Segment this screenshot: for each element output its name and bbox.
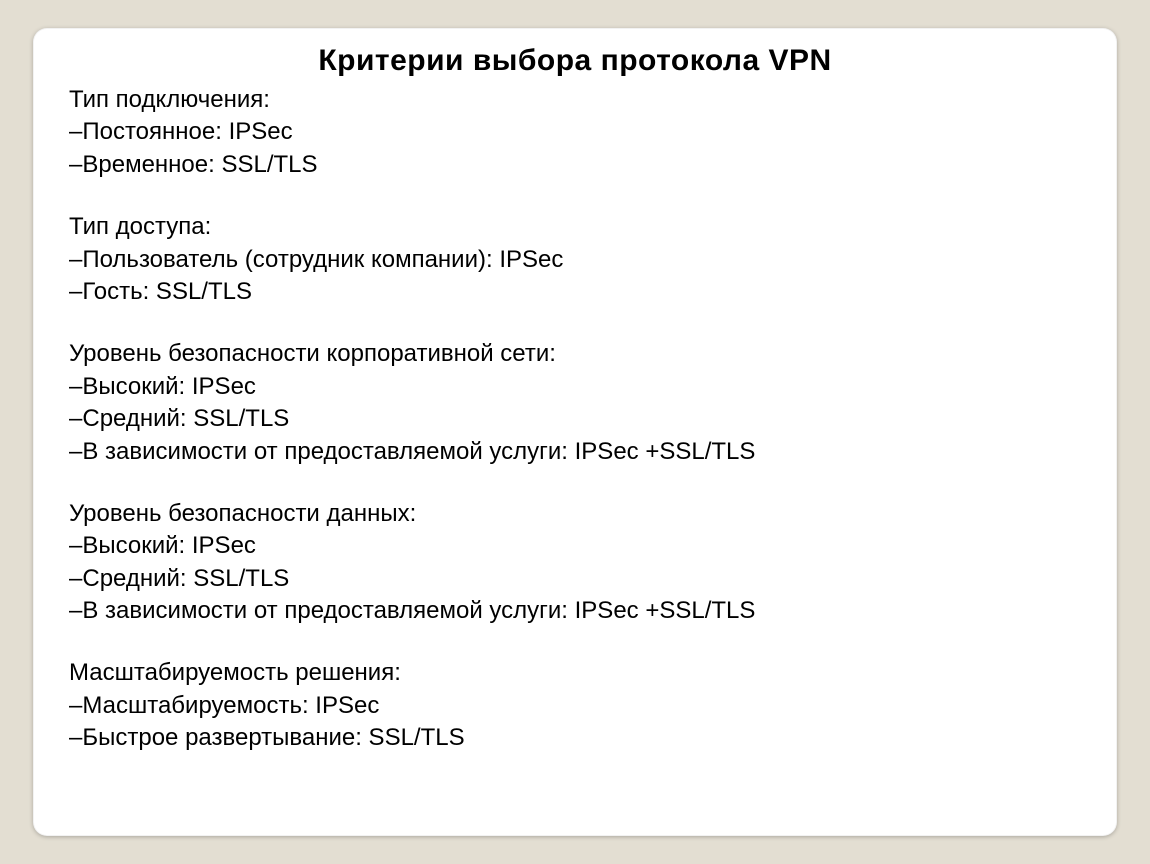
list-item: Временное: SSL/TLS bbox=[69, 149, 1081, 181]
dash-icon bbox=[69, 438, 82, 465]
list-item: Пользователь (сотрудник компании): IPSec bbox=[69, 244, 1081, 276]
list-item: В зависимости от предоставляемой услуги:… bbox=[69, 595, 1081, 627]
list-item-text: Высокий: IPSec bbox=[82, 373, 256, 400]
list-item-text: Быстрое развертывание: SSL/TLS bbox=[82, 724, 464, 751]
list-item-text: Средний: SSL/TLS bbox=[82, 405, 289, 432]
list-item-text: Масштабируемость: IPSec bbox=[82, 692, 379, 719]
list-item-text: Гость: SSL/TLS bbox=[82, 278, 252, 305]
list-item-text: Постоянное: IPSec bbox=[82, 118, 292, 145]
dash-icon bbox=[69, 724, 82, 751]
list-item: Средний: SSL/TLS bbox=[69, 403, 1081, 435]
list-item: Высокий: IPSec bbox=[69, 371, 1081, 403]
section-heading: Тип доступа: bbox=[69, 211, 1081, 243]
list-item-text: В зависимости от предоставляемой услуги:… bbox=[82, 597, 755, 624]
dash-icon bbox=[69, 597, 82, 624]
section-access-type: Тип доступа: Пользователь (сотрудник ком… bbox=[69, 211, 1081, 308]
section-connection-type: Тип подключения: Постоянное: IPSec Време… bbox=[69, 84, 1081, 181]
section-network-security: Уровень безопасности корпоративной сети:… bbox=[69, 338, 1081, 468]
section-scalability: Масштабируемость решения: Масштабируемос… bbox=[69, 657, 1081, 754]
slide-card: Критерии выбора протокола VPN Тип подклю… bbox=[33, 28, 1117, 836]
dash-icon bbox=[69, 246, 82, 273]
dash-icon bbox=[69, 278, 82, 305]
section-heading: Уровень безопасности корпоративной сети: bbox=[69, 338, 1081, 370]
list-item-text: Временное: SSL/TLS bbox=[82, 151, 317, 178]
dash-icon bbox=[69, 118, 82, 145]
dash-icon bbox=[69, 565, 82, 592]
list-item-text: Средний: SSL/TLS bbox=[82, 565, 289, 592]
list-item-text: Высокий: IPSec bbox=[82, 532, 256, 559]
dash-icon bbox=[69, 405, 82, 432]
dash-icon bbox=[69, 692, 82, 719]
section-heading: Масштабируемость решения: bbox=[69, 657, 1081, 689]
list-item-text: Пользователь (сотрудник компании): IPSec bbox=[82, 246, 563, 273]
list-item: Гость: SSL/TLS bbox=[69, 276, 1081, 308]
list-item: В зависимости от предоставляемой услуги:… bbox=[69, 436, 1081, 468]
dash-icon bbox=[69, 373, 82, 400]
list-item: Средний: SSL/TLS bbox=[69, 563, 1081, 595]
dash-icon bbox=[69, 151, 82, 178]
list-item-text: В зависимости от предоставляемой услуги:… bbox=[82, 438, 755, 465]
list-item: Постоянное: IPSec bbox=[69, 116, 1081, 148]
list-item: Масштабируемость: IPSec bbox=[69, 690, 1081, 722]
section-heading: Тип подключения: bbox=[69, 84, 1081, 116]
section-heading: Уровень безопасности данных: bbox=[69, 498, 1081, 530]
section-data-security: Уровень безопасности данных: Высокий: IP… bbox=[69, 498, 1081, 628]
slide-title: Критерии выбора протокола VPN bbox=[69, 44, 1081, 78]
list-item: Высокий: IPSec bbox=[69, 530, 1081, 562]
list-item: Быстрое развертывание: SSL/TLS bbox=[69, 722, 1081, 754]
dash-icon bbox=[69, 532, 82, 559]
